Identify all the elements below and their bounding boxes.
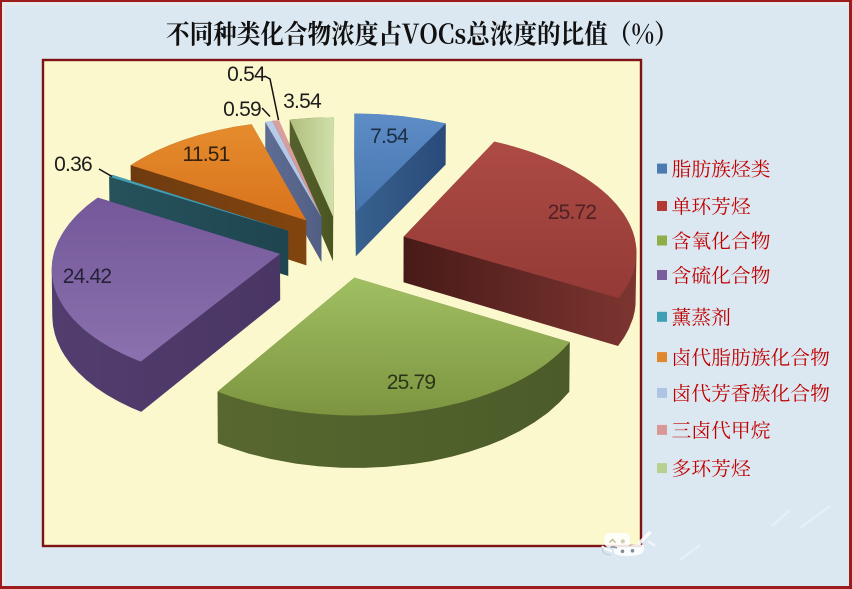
svg-text:7.54: 7.54 <box>370 125 409 148</box>
svg-text:0.59: 0.59 <box>223 98 261 121</box>
svg-text:11.51: 11.51 <box>183 143 230 166</box>
svg-text:0.54: 0.54 <box>227 63 266 86</box>
svg-text:24.42: 24.42 <box>63 265 112 288</box>
svg-text:25.79: 25.79 <box>387 371 436 394</box>
svg-text:3.54: 3.54 <box>283 90 322 113</box>
svg-text:0.36: 0.36 <box>54 153 92 176</box>
svg-text:25.72: 25.72 <box>548 201 597 224</box>
